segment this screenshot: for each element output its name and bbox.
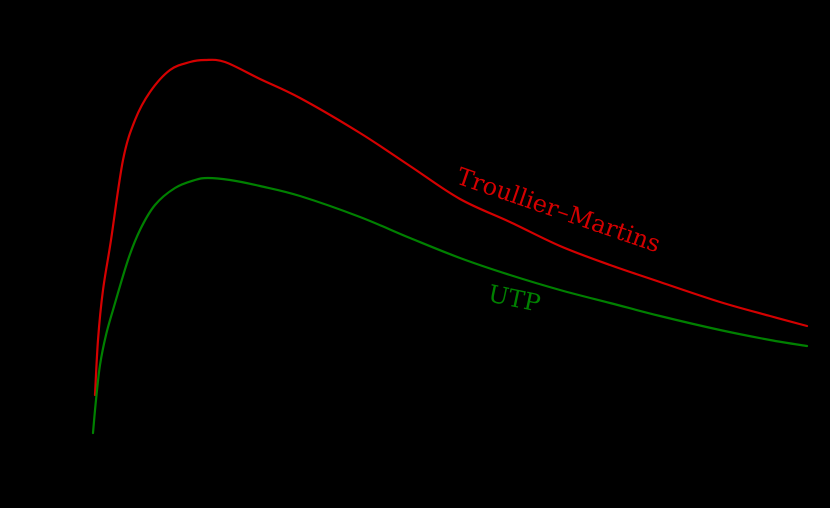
troullier-martins-curve — [93, 58, 809, 397]
utp-curve — [91, 176, 809, 435]
utp-label: UTP — [486, 279, 543, 317]
